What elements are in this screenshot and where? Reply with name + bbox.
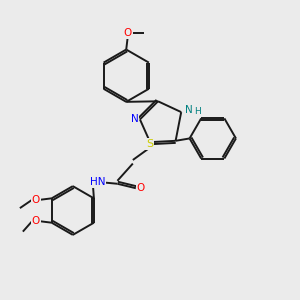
Text: HN: HN [90,177,105,187]
Text: N: N [185,105,193,115]
Text: O: O [32,195,40,205]
Text: S: S [146,139,153,148]
Text: H: H [195,107,201,116]
Text: N: N [131,114,139,124]
Text: O: O [124,28,132,38]
Text: O: O [32,216,40,226]
Text: O: O [137,183,145,193]
